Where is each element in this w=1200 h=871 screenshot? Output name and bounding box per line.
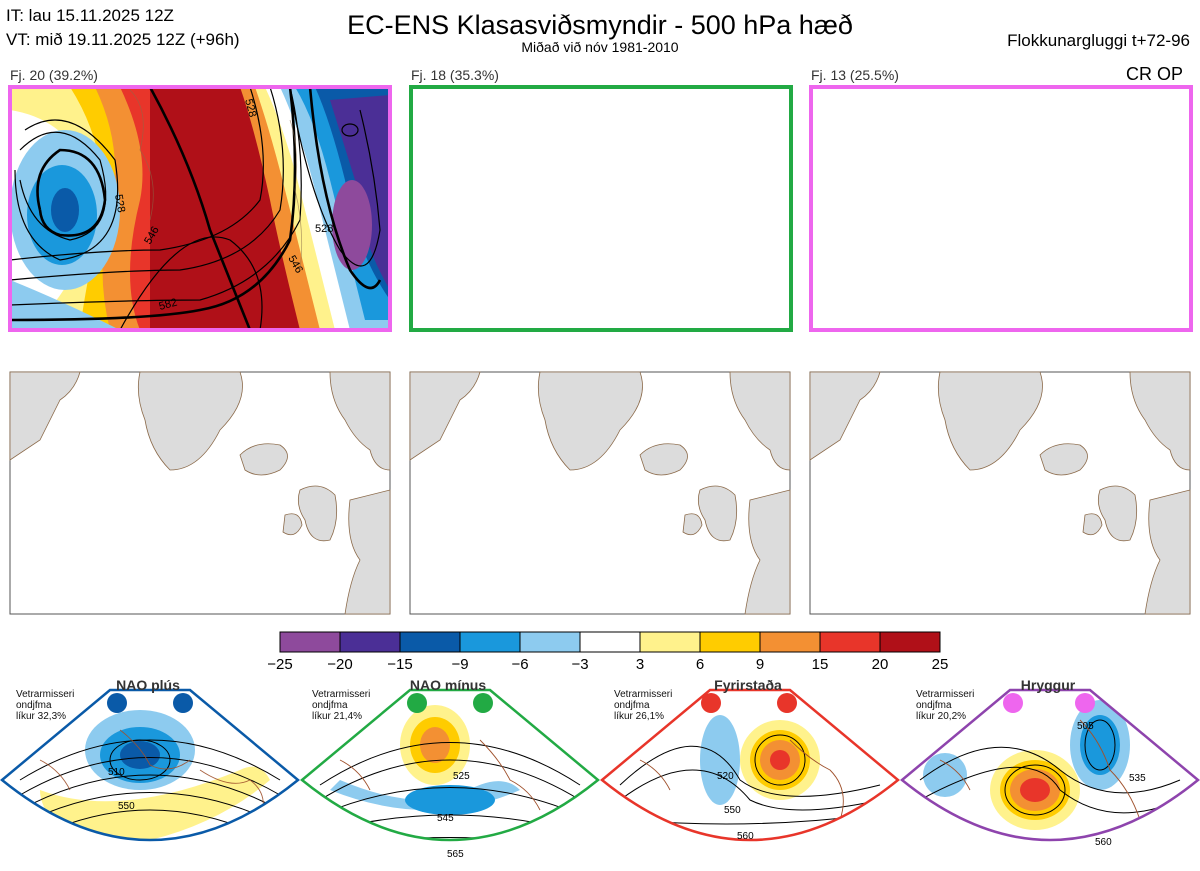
svg-text:582: 582 — [158, 297, 179, 313]
svg-text:528: 528 — [315, 223, 333, 235]
cluster-frame-3 — [809, 85, 1193, 332]
regime-1-contour-b: 550 — [118, 801, 135, 812]
cluster-frame-2 — [409, 85, 793, 332]
regime-title-4: Hryggur — [1020, 677, 1076, 693]
colorbar-tick-label: 3 — [636, 656, 644, 673]
svg-text:528: 528 — [112, 193, 127, 213]
regime-dot-1a — [107, 693, 127, 713]
regime-title-3: Fyrirstaða — [714, 677, 782, 693]
svg-text:528: 528 — [242, 98, 258, 119]
regime-info-3: Vetrarmisseri ondjfma líkur 26,1% — [614, 689, 673, 722]
valid-time: VT: mið 19.11.2025 12Z (+96h) — [6, 30, 240, 49]
colorbar-tick-label: −25 — [267, 656, 292, 673]
colorbar-tick-label: −3 — [571, 656, 588, 673]
regime-2-contour-a: 525 — [453, 771, 470, 782]
colorbar-swatch — [879, 631, 941, 653]
init-time: IT: lau 15.11.2025 12Z — [6, 6, 174, 25]
regime-title-1: NAO plús — [116, 677, 180, 693]
regime-title-2: NAO mínus — [409, 677, 487, 693]
cluster-label-2: Fj. 18 (35.3%) — [411, 67, 499, 83]
regime-2-contour-b: 545 — [437, 813, 454, 824]
page-title: EC-ENS Klasasviðsmyndir - 500 hPa hæð — [347, 10, 853, 40]
regime-dot-4b — [1075, 693, 1095, 713]
regime-map-ridge — [919, 700, 1181, 840]
regime-map-nao-minus — [319, 705, 581, 840]
classification-window: Flokkunargluggi t+72-96 — [1007, 31, 1190, 50]
regime-3-contour-b: 550 — [724, 805, 741, 816]
regime-info-1: Vetrarmisseri ondjfma líkur 32,3% — [16, 689, 75, 722]
corner-label: CR OP — [1126, 64, 1184, 84]
colorbar-tick-label: 9 — [756, 656, 764, 673]
colorbar-tick-label: −9 — [451, 656, 468, 673]
regime-dot-2b — [473, 693, 493, 713]
colorbar-tick-label: −6 — [511, 656, 528, 673]
colorbar-tick-label: −15 — [387, 656, 412, 673]
regime-dot-1b — [173, 693, 193, 713]
regime-map-nao-plus — [19, 710, 281, 840]
cluster-frame-1 — [8, 85, 392, 332]
regime-dot-3b — [777, 693, 797, 713]
page-subtitle: Miðað við nóv 1981-2010 — [521, 39, 679, 55]
regime-2-contour-c: 565 — [447, 849, 464, 860]
regime-info-2: Vetrarmisseri ondjfma líkur 21,4% — [312, 689, 371, 722]
regime-info-4: Vetrarmisseri ondjfma líkur 20,2% — [916, 689, 975, 722]
regime-dot-4a — [1003, 693, 1023, 713]
regime-map-blocking — [619, 715, 881, 840]
regime-dot-3a — [701, 693, 721, 713]
regime-4-contour-a: 505 — [1077, 721, 1094, 732]
regime-4-contour-c: 560 — [1095, 837, 1112, 848]
colorbar-tick-label: 20 — [872, 656, 889, 673]
regime-3-contour-c: 560 — [737, 831, 754, 842]
regime-4-contour-b: 535 — [1129, 773, 1146, 784]
cluster-panel-1: 528 546 582 528 528 546 — [10, 87, 390, 330]
regime-dot-2a — [407, 693, 427, 713]
cluster-label-1: Fj. 20 (39.2%) — [10, 67, 98, 83]
colorbar-tick-label: 6 — [696, 656, 704, 673]
regime-3-contour-a: 520 — [717, 771, 734, 782]
colorbar-tick-label: −20 — [327, 656, 352, 673]
colorbar-tick-label: 15 — [812, 656, 829, 673]
colorbar-tick-label: 25 — [932, 656, 949, 673]
regime-1-contour-a: 510 — [108, 767, 125, 778]
cluster-label-3: Fj. 13 (25.5%) — [811, 67, 899, 83]
